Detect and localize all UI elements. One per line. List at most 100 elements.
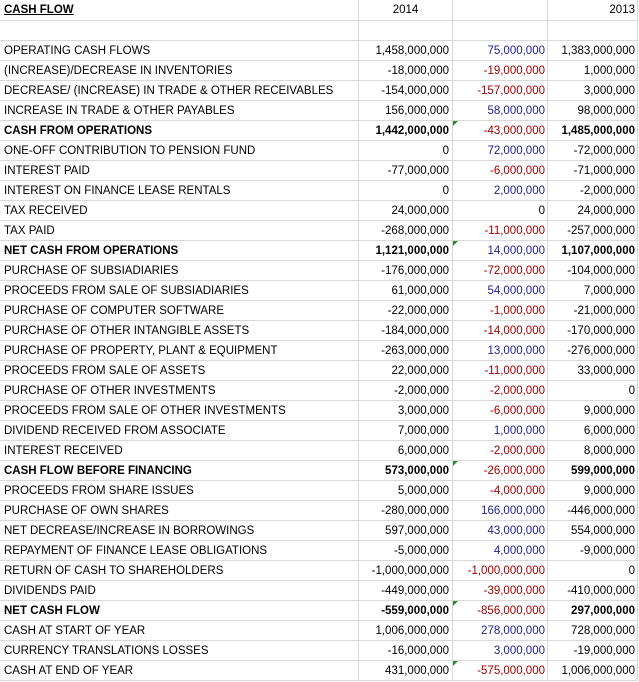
row-label[interactable]: PROCEEDS FROM SALE OF SUBSIADIARIES xyxy=(0,281,359,301)
value-difference[interactable]: 54,000,000 xyxy=(453,281,548,301)
value-difference[interactable]: -2,000,000 xyxy=(453,381,548,401)
value-2013[interactable]: -72,000,000 xyxy=(548,141,638,161)
row-label[interactable]: NET CASH FLOW xyxy=(0,601,359,621)
value-2014[interactable]: -263,000,000 xyxy=(359,341,453,361)
value-2013[interactable]: 8,000,000 xyxy=(548,441,638,461)
value-2014[interactable]: -280,000,000 xyxy=(359,501,453,521)
sheet-title[interactable]: CASH FLOW xyxy=(0,0,359,21)
value-2014[interactable]: 7,000,000 xyxy=(359,421,453,441)
row-label[interactable]: INCREASE IN TRADE & OTHER PAYABLES xyxy=(0,101,359,121)
value-2013[interactable]: -2,000,000 xyxy=(548,181,638,201)
row-label[interactable]: PROCEEDS FROM SHARE ISSUES xyxy=(0,481,359,501)
value-difference[interactable]: -157,000,000 xyxy=(453,81,548,101)
value-2013[interactable]: -104,000,000 xyxy=(548,261,638,281)
value-2014[interactable]: 22,000,000 xyxy=(359,361,453,381)
value-2014[interactable]: 597,000,000 xyxy=(359,521,453,541)
value-2013[interactable]: -170,000,000 xyxy=(548,321,638,341)
value-difference[interactable]: -39,000,000 xyxy=(453,581,548,601)
value-2014[interactable]: 1,458,000,000 xyxy=(359,41,453,61)
value-difference[interactable]: 1,000,000 xyxy=(453,421,548,441)
value-2014[interactable]: 1,442,000,000 xyxy=(359,121,453,141)
value-2013[interactable]: 0 xyxy=(548,561,638,581)
value-2013[interactable]: 728,000,000 xyxy=(548,621,638,641)
value-2014[interactable]: 1,006,000,000 xyxy=(359,621,453,641)
value-difference[interactable]: -11,000,000 xyxy=(453,221,548,241)
value-difference[interactable]: -6,000,000 xyxy=(453,161,548,181)
value-2014[interactable]: -559,000,000 xyxy=(359,601,453,621)
row-label[interactable]: CASH FLOW BEFORE FINANCING xyxy=(0,461,359,481)
row-label[interactable]: CASH FROM OPERATIONS xyxy=(0,121,359,141)
value-difference[interactable]: 14,000,000 xyxy=(453,241,548,261)
value-2013[interactable]: 554,000,000 xyxy=(548,521,638,541)
value-difference[interactable]: 75,000,000 xyxy=(453,41,548,61)
value-2014[interactable]: -176,000,000 xyxy=(359,261,453,281)
value-2014[interactable]: -18,000,000 xyxy=(359,61,453,81)
value-2014[interactable]: 6,000,000 xyxy=(359,441,453,461)
value-difference[interactable]: 43,000,000 xyxy=(453,521,548,541)
value-2014[interactable]: 573,000,000 xyxy=(359,461,453,481)
value-2014[interactable]: 1,121,000,000 xyxy=(359,241,453,261)
value-2014[interactable]: -184,000,000 xyxy=(359,321,453,341)
value-difference[interactable]: -856,000,000 xyxy=(453,601,548,621)
value-2013[interactable]: -9,000,000 xyxy=(548,541,638,561)
row-label[interactable]: INTEREST ON FINANCE LEASE RENTALS xyxy=(0,181,359,201)
value-2014[interactable]: -1,000,000,000 xyxy=(359,561,453,581)
value-difference[interactable]: -14,000,000 xyxy=(453,321,548,341)
value-2014[interactable]: -77,000,000 xyxy=(359,161,453,181)
value-2013[interactable]: 1,383,000,000 xyxy=(548,41,638,61)
row-label[interactable]: OPERATING CASH FLOWS xyxy=(0,41,359,61)
value-2013[interactable]: -21,000,000 xyxy=(548,301,638,321)
value-difference[interactable]: -19,000,000 xyxy=(453,61,548,81)
value-2014[interactable]: -2,000,000 xyxy=(359,381,453,401)
value-difference[interactable]: -6,000,000 xyxy=(453,401,548,421)
value-2013[interactable]: -19,000,000 xyxy=(548,641,638,661)
value-difference[interactable]: 3,000,000 xyxy=(453,641,548,661)
value-2014[interactable]: 156,000,000 xyxy=(359,101,453,121)
value-2014[interactable]: 0 xyxy=(359,141,453,161)
value-2013[interactable]: 0 xyxy=(548,381,638,401)
row-label[interactable]: NET DECREASE/INCREASE IN BORROWINGS xyxy=(0,521,359,541)
value-2013[interactable]: 24,000,000 xyxy=(548,201,638,221)
value-difference[interactable]: 72,000,000 xyxy=(453,141,548,161)
row-label[interactable]: TAX PAID xyxy=(0,221,359,241)
value-2013[interactable]: 6,000,000 xyxy=(548,421,638,441)
value-2013[interactable]: -446,000,000 xyxy=(548,501,638,521)
value-2013[interactable]: 1,006,000,000 xyxy=(548,661,638,681)
value-difference[interactable]: 4,000,000 xyxy=(453,541,548,561)
value-difference[interactable]: -1,000,000,000 xyxy=(453,561,548,581)
row-label[interactable]: DECREASE/ (INCREASE) IN TRADE & OTHER RE… xyxy=(0,81,359,101)
row-label[interactable]: CASH AT END OF YEAR xyxy=(0,661,359,681)
value-2013[interactable]: -276,000,000 xyxy=(548,341,638,361)
column-header-2013[interactable]: 2013 xyxy=(548,0,638,21)
value-2014[interactable]: 61,000,000 xyxy=(359,281,453,301)
value-difference[interactable]: 13,000,000 xyxy=(453,341,548,361)
value-2013[interactable]: -410,000,000 xyxy=(548,581,638,601)
value-difference[interactable]: -4,000,000 xyxy=(453,481,548,501)
value-difference[interactable]: 278,000,000 xyxy=(453,621,548,641)
row-label[interactable]: INTEREST PAID xyxy=(0,161,359,181)
value-2014[interactable]: 0 xyxy=(359,181,453,201)
value-2014[interactable]: 3,000,000 xyxy=(359,401,453,421)
value-2014[interactable]: 5,000,000 xyxy=(359,481,453,501)
row-label[interactable]: RETURN OF CASH TO SHAREHOLDERS xyxy=(0,561,359,581)
column-header-2014[interactable]: 2014 xyxy=(359,0,453,21)
value-difference[interactable]: 166,000,000 xyxy=(453,501,548,521)
value-difference[interactable]: -11,000,000 xyxy=(453,361,548,381)
row-label[interactable]: DIVIDENDS PAID xyxy=(0,581,359,601)
value-difference[interactable]: 58,000,000 xyxy=(453,101,548,121)
value-difference[interactable]: -43,000,000 xyxy=(453,121,548,141)
row-label[interactable]: CASH AT START OF YEAR xyxy=(0,621,359,641)
value-2013[interactable]: 297,000,000 xyxy=(548,601,638,621)
row-label[interactable]: PURCHASE OF PROPERTY, PLANT & EQUIPMENT xyxy=(0,341,359,361)
value-2014[interactable]: -449,000,000 xyxy=(359,581,453,601)
value-2013[interactable]: -71,000,000 xyxy=(548,161,638,181)
value-difference[interactable]: -26,000,000 xyxy=(453,461,548,481)
value-difference[interactable]: 0 xyxy=(453,201,548,221)
value-2013[interactable]: 1,000,000 xyxy=(548,61,638,81)
row-label[interactable] xyxy=(0,21,359,41)
value-2014[interactable] xyxy=(359,21,453,41)
row-label[interactable]: CURRENCY TRANSLATIONS LOSSES xyxy=(0,641,359,661)
row-label[interactable]: DIVIDEND RECEIVED FROM ASSOCIATE xyxy=(0,421,359,441)
value-difference[interactable]: -72,000,000 xyxy=(453,261,548,281)
row-label[interactable]: PURCHASE OF OWN SHARES xyxy=(0,501,359,521)
